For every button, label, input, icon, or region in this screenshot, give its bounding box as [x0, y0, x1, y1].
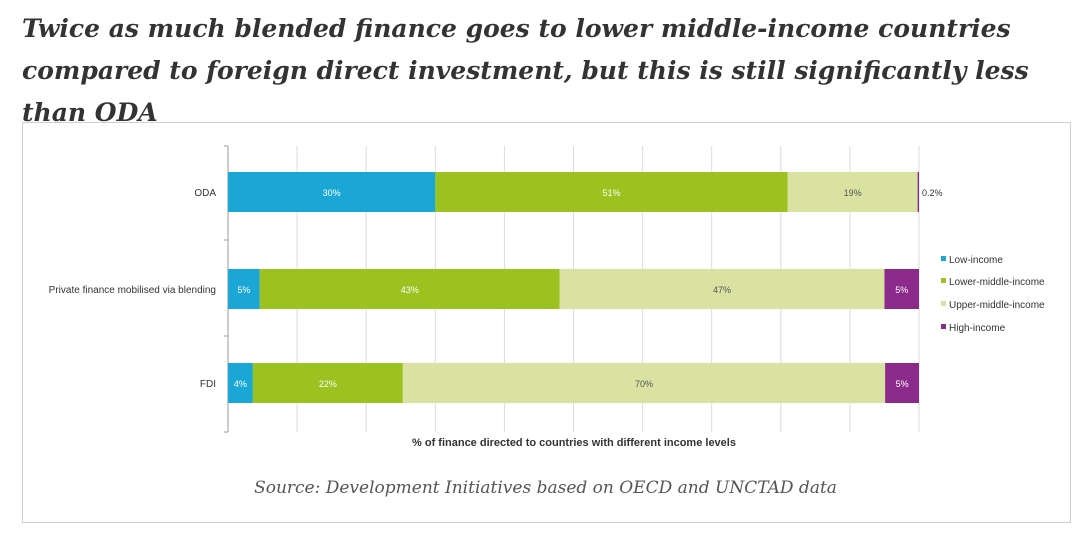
- bar-segment: [787, 172, 918, 212]
- category-labels: ODA Private finance mobilised via blendin…: [49, 188, 217, 390]
- bar-data-label: 51%: [602, 188, 620, 198]
- bar-data-label: 5%: [237, 285, 250, 295]
- bar-data-label: 30%: [323, 188, 341, 198]
- bar-data-label: 5%: [895, 285, 908, 295]
- bars: 30% 51% 19% 0.2% 5% 43% 47% 5% 4% 22% 70% 5%: [228, 172, 943, 403]
- bar-data-label: 5%: [896, 379, 909, 389]
- bar-segment: [228, 172, 436, 212]
- bar-segment: [917, 172, 919, 212]
- chart-title: Twice as much blended finance goes to lo…: [22, 14, 1029, 127]
- legend-swatch: [941, 324, 946, 329]
- x-axis-label: % of finance directed to countries with …: [412, 437, 736, 449]
- category-label: Private finance mobilised via blending: [49, 285, 216, 296]
- bar-segment: [252, 363, 403, 403]
- legend-swatch: [941, 278, 946, 283]
- axis: [224, 145, 229, 433]
- legend: Low-income Lower-middle-income Upper-middl…: [941, 255, 1045, 334]
- bar-segment: [435, 172, 788, 212]
- source-note: Source: Development Initiatives based on…: [254, 478, 837, 498]
- bar-data-label: 47%: [713, 285, 731, 295]
- legend-label: High-income: [949, 323, 1006, 334]
- bar-data-label: 70%: [635, 379, 653, 389]
- legend-label: Low-income: [949, 255, 1003, 266]
- bar-data-label: 4%: [234, 379, 247, 389]
- bar-segment: [402, 363, 886, 403]
- legend-swatch: [941, 256, 946, 261]
- bar-segment: [885, 363, 919, 403]
- legend-swatch: [941, 301, 946, 306]
- category-label: ODA: [194, 188, 216, 199]
- bar-data-label: 43%: [401, 285, 419, 295]
- bar-data-label: 22%: [319, 379, 337, 389]
- bar-segment: [559, 269, 885, 309]
- bar-segment: [228, 269, 260, 309]
- bar-data-label: 0.2%: [922, 188, 943, 198]
- bar-segment: [228, 363, 253, 403]
- legend-label: Upper-middle-income: [949, 300, 1045, 311]
- bar-segment: [884, 269, 919, 309]
- bar-segment: [259, 269, 560, 309]
- category-label: FDI: [200, 379, 216, 390]
- legend-label: Lower-middle-income: [949, 277, 1045, 288]
- bar-data-label: 19%: [844, 188, 862, 198]
